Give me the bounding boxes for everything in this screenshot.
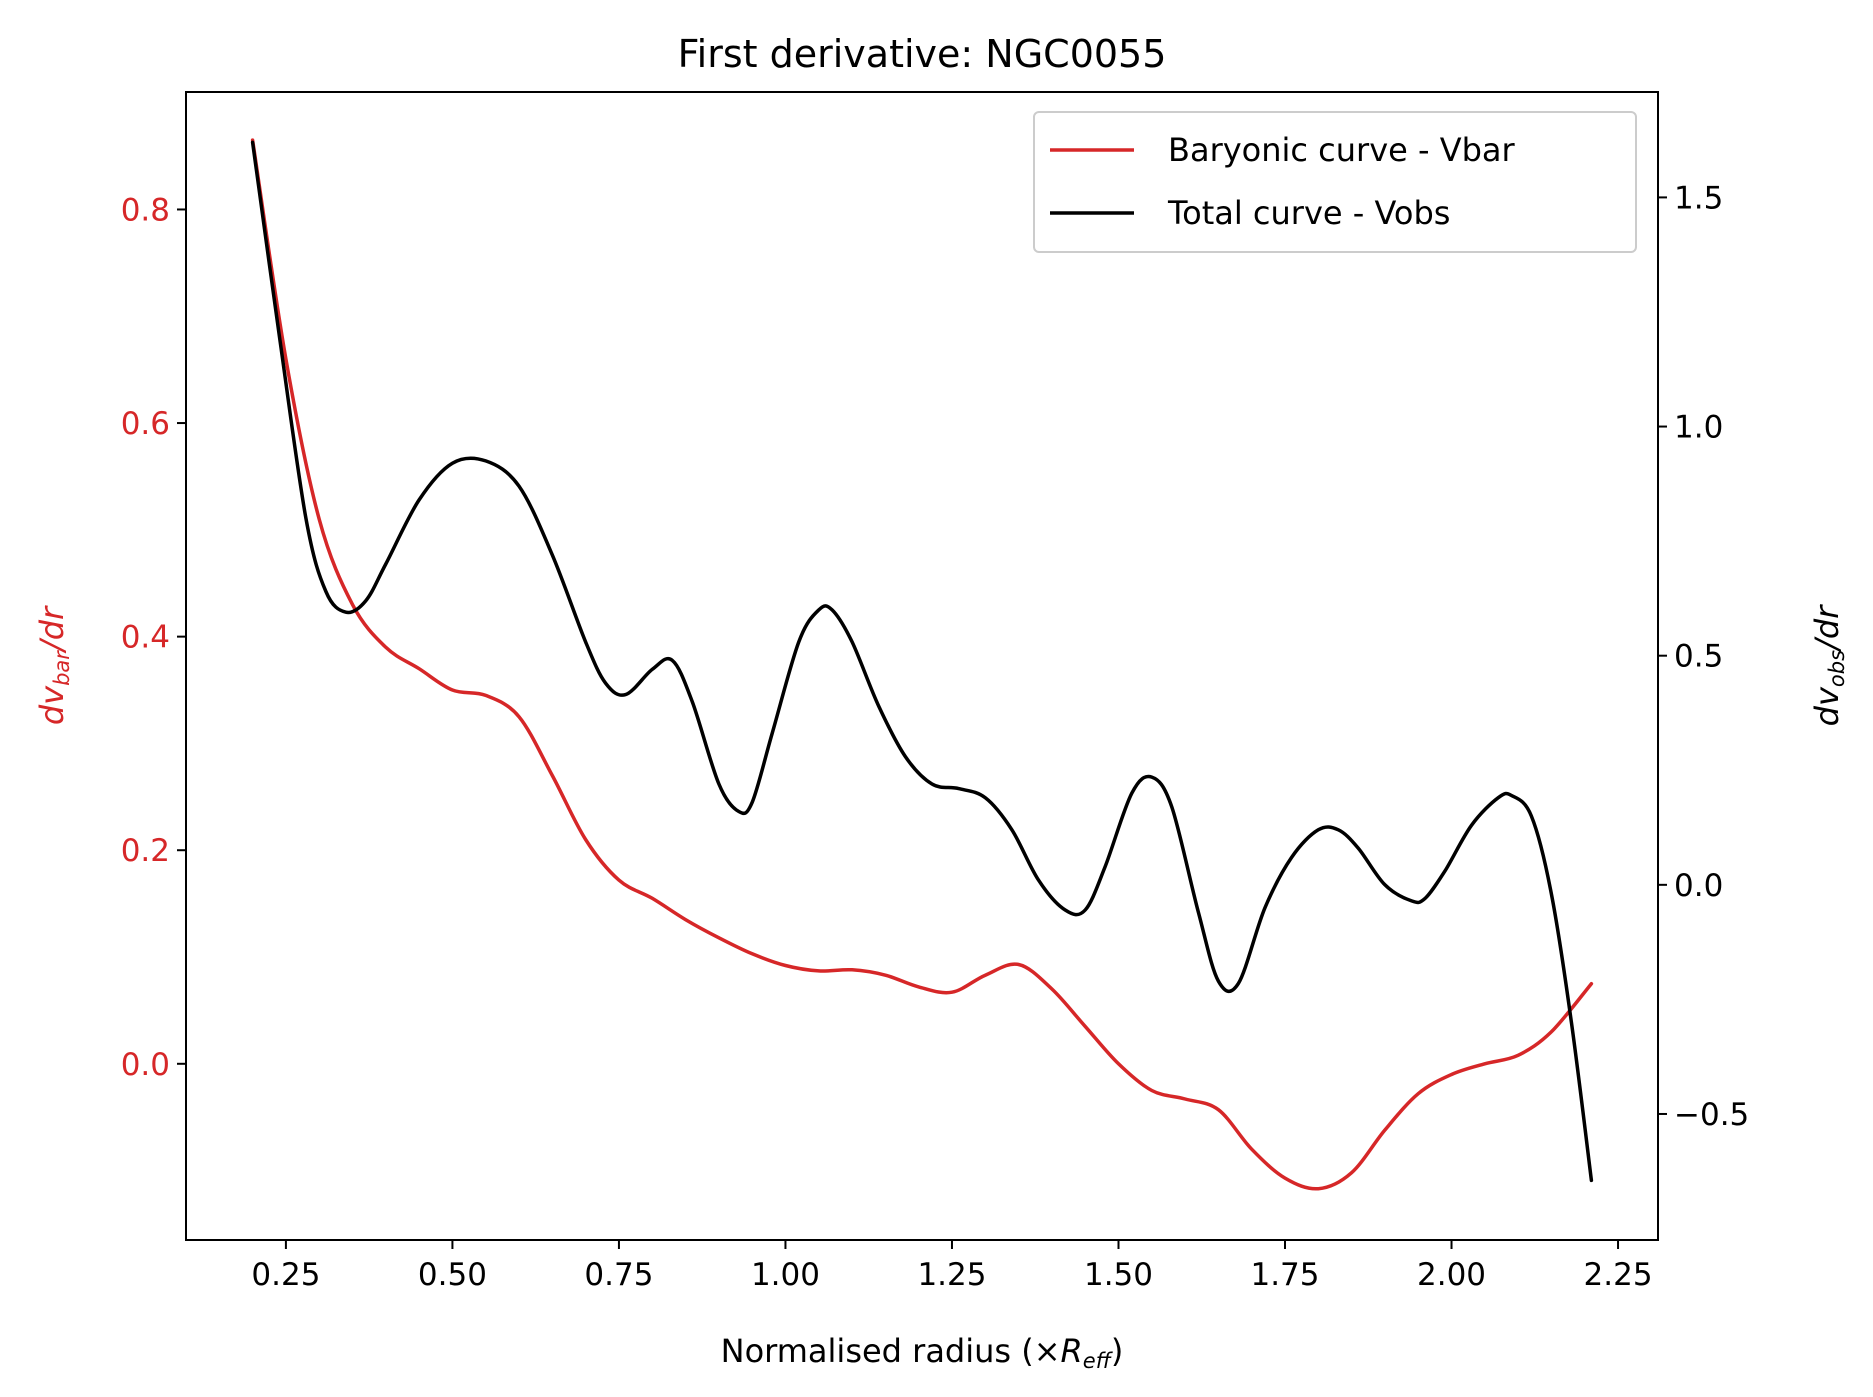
x-tick-label: 2.25 [1584,1257,1653,1293]
left-y-axis-label: dvbar/dr [33,605,74,725]
x-axis-label-close: ) [1111,1332,1123,1370]
right-y-axis-label-pre: dv [1808,686,1846,726]
x-axis-label-sub: eff [1083,1349,1114,1373]
x-axis-ticks: 0.25 0.50 0.75 1.00 1.25 1.50 1.75 2.00 2.25 [251,1240,1653,1293]
left-y-tick-label: 0.4 [121,620,170,656]
right-y-tick-label: 0.0 [1674,868,1723,904]
left-y-tick-label: 0.2 [121,833,170,869]
x-axis-label-var: R [1061,1332,1083,1370]
left-y-axis-label-sub: bar [50,650,74,686]
legend-box [1033,111,1637,253]
x-tick-label: 0.50 [418,1257,487,1293]
legend: Baryonic curve - Vbar Total curve - Vobs [1033,111,1637,253]
right-y-axis-label-post: /dr [1808,604,1846,653]
left-y-tick-label: 0.6 [121,406,170,442]
x-tick-label: 0.75 [584,1257,653,1293]
left-y-axis-ticks: 0.0 0.2 0.4 0.6 0.8 [121,192,186,1083]
right-y-tick-label: 0.5 [1674,639,1723,675]
right-y-axis-label-sub: obs [1825,650,1849,687]
series-line-baryonic [250,138,1594,1191]
plot-area [250,138,1594,1191]
right-y-axis-label: dvobs/dr [1808,604,1849,726]
left-y-tick-label: 0.8 [121,192,170,228]
chart-title: First derivative: NGC0055 [678,32,1167,76]
left-y-axis-label-post: /dr [33,605,71,654]
right-y-tick-label: 1.0 [1674,410,1723,446]
x-tick-label: 1.00 [751,1257,820,1293]
x-axis-label: Normalised radius (×Reff) [721,1332,1124,1373]
right-y-axis-ticks: −0.5 0.0 0.5 1.0 1.5 [1658,180,1749,1133]
axes-frame [185,91,1659,1241]
legend-label-total: Total curve - Vobs [1167,194,1450,232]
x-tick-label: 1.25 [917,1257,986,1293]
x-axis-label-main: Normalised radius (× [721,1332,1061,1370]
right-y-tick-label: −0.5 [1674,1097,1749,1133]
x-tick-label: 0.25 [251,1257,320,1293]
x-tick-label: 2.00 [1417,1257,1486,1293]
legend-label-baryonic: Baryonic curve - Vbar [1168,131,1516,169]
x-tick-label: 1.50 [1084,1257,1153,1293]
series-line-total [250,140,1594,1183]
left-y-tick-label: 0.0 [121,1047,170,1083]
x-tick-label: 1.75 [1250,1257,1319,1293]
right-y-tick-label: 1.5 [1674,180,1723,216]
left-y-axis-label-pre: dv [33,685,71,725]
